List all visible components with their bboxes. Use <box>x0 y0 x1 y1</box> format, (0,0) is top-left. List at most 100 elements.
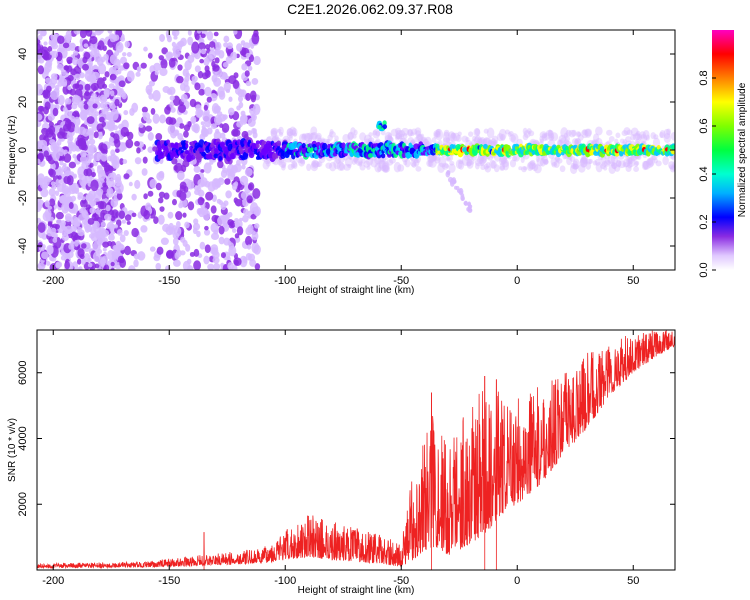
spectrogram-cell <box>309 132 317 140</box>
spectrogram-cell <box>117 255 125 264</box>
spectrogram-cell <box>483 128 489 134</box>
spectrogram-cell <box>231 228 237 234</box>
spectrogram-cell <box>214 57 220 64</box>
spectrogram-cell <box>55 261 63 268</box>
spectrogram-cell <box>123 109 129 116</box>
spectrogram-cell <box>581 129 589 139</box>
spectrogram-cell <box>180 37 187 47</box>
spectrogram-cell <box>286 128 294 137</box>
spectrogram-cell <box>64 98 72 105</box>
spectrogram-cell <box>85 193 94 202</box>
spectrogram-cell <box>58 150 65 157</box>
spectrogram-cell <box>89 207 96 214</box>
colorbar-tick-label: 0.0 <box>698 262 710 277</box>
spectrogram-cell <box>281 164 286 171</box>
spectrogram-cell <box>189 98 197 108</box>
spectrogram-cell <box>148 80 156 87</box>
spectrogram-cell <box>569 164 578 175</box>
spectrogram-cell <box>342 133 350 143</box>
spectrogram-cell <box>170 107 176 113</box>
spectrogram-cell <box>167 124 176 135</box>
spectrogram-cell <box>608 136 615 142</box>
spectrogram-cell <box>325 162 333 169</box>
spectrogram-cell <box>626 156 633 165</box>
spectrogram-cell <box>431 155 437 161</box>
spectrogram-x-tick-label: -150 <box>158 275 180 287</box>
spectrogram-cell <box>594 158 601 166</box>
spectrogram-cell <box>483 163 489 170</box>
spectrogram-cell <box>40 30 47 37</box>
spectrogram-cell <box>178 158 184 165</box>
spectrogram-cell <box>422 138 429 146</box>
spectrogram-cell <box>87 257 92 263</box>
spectrogram-cell <box>102 241 110 248</box>
spectrogram-marks <box>37 30 675 270</box>
spectrogram-cell <box>227 262 234 270</box>
spectrogram-cell <box>65 34 72 42</box>
spectrogram-cell <box>404 158 411 168</box>
snr-x-tick-label: -100 <box>274 575 296 587</box>
spectrogram-cell <box>452 144 457 150</box>
spectrogram-cell <box>397 164 405 172</box>
spectrogram-cell <box>76 258 82 265</box>
spectrogram-cell <box>84 83 91 91</box>
spectrogram-cell <box>286 128 293 136</box>
spectrogram-cell <box>83 103 89 110</box>
spectrogram-cell <box>93 131 99 139</box>
spectrogram-cell <box>359 132 367 141</box>
spectrogram-cell <box>427 159 434 168</box>
spectrogram-cell <box>251 113 257 122</box>
spectrogram-cell <box>523 166 528 171</box>
spectrogram-cell <box>299 158 305 164</box>
spectrogram-cell <box>110 90 115 97</box>
spectrogram-cell <box>107 30 113 34</box>
spectrogram-cell <box>193 218 199 225</box>
spectrogram-cell <box>110 261 115 267</box>
spectrogram-cell <box>74 125 80 134</box>
spectrogram-cell <box>77 166 86 178</box>
spectrogram-cell <box>197 70 204 79</box>
spectrogram-cell <box>107 155 113 162</box>
spectrogram-cell <box>575 140 580 145</box>
spectrogram-cell <box>160 59 168 70</box>
spectrogram-cell <box>363 134 372 144</box>
spectrogram-cell <box>493 164 500 173</box>
spectrogram-cell <box>278 131 284 137</box>
colorbar-tick-label: 0.6 <box>698 118 710 133</box>
spectrogram-cell <box>55 211 64 220</box>
spectrogram-cell <box>353 129 358 136</box>
spectrogram-cell <box>563 132 569 139</box>
spectrogram-cell <box>460 193 465 198</box>
spectrogram-cell <box>414 136 419 143</box>
spectrogram-cell <box>133 259 139 268</box>
spectrogram-cell <box>51 184 57 190</box>
spectrogram-cell <box>467 202 471 207</box>
spectrogram-cell <box>82 63 90 71</box>
spectrogram-cell <box>49 139 56 145</box>
spectrogram-cell <box>602 165 608 171</box>
spectrogram-cell <box>76 226 83 233</box>
spectrogram-cell <box>351 158 357 165</box>
spectrogram-cell <box>347 131 355 140</box>
spectrogram-cell <box>347 164 352 169</box>
spectrogram-cell <box>476 155 484 165</box>
spectrogram-cell <box>43 41 48 46</box>
spectrogram-cell <box>344 157 353 167</box>
spectrogram-cell <box>85 30 93 37</box>
spectrogram-cell <box>266 160 271 167</box>
figure-title: C2E1.2026.062.09.37.R08 <box>287 1 453 17</box>
spectrogram-cell <box>136 147 141 154</box>
spectrogram-cell <box>403 159 408 166</box>
spectrogram-cell <box>490 160 497 169</box>
spectrogram-cell <box>255 140 260 145</box>
spectrogram-cell <box>218 236 225 245</box>
spectrogram-cell <box>128 181 133 187</box>
spectrogram-cell <box>56 35 65 45</box>
spectrogram-cell <box>166 250 174 259</box>
spectrogram-cell <box>380 153 386 159</box>
spectrogram-cell <box>141 106 148 113</box>
spectrogram-cell <box>110 172 117 181</box>
spectrogram-cell <box>200 169 205 173</box>
spectrogram-cell <box>623 127 631 136</box>
spectrogram-cell <box>72 83 79 90</box>
